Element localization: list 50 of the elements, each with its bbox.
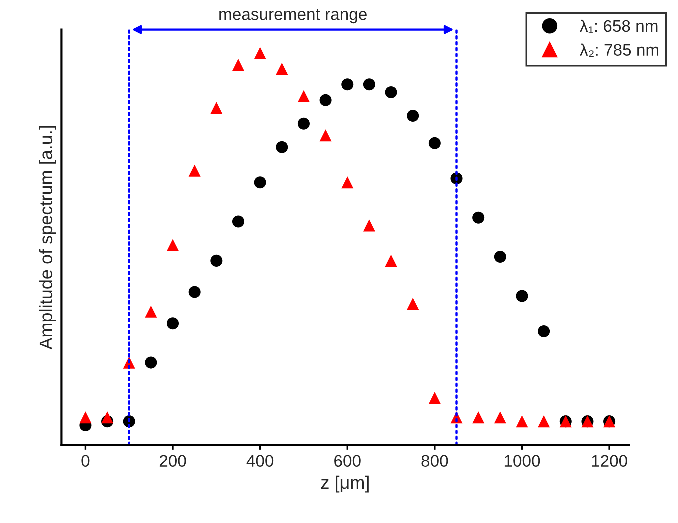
point — [102, 412, 114, 424]
point — [167, 318, 180, 330]
point — [516, 290, 528, 302]
legend-label: λ₁: 658 nm — [580, 20, 658, 34]
point — [407, 110, 420, 122]
text: measurement range — [220, 9, 367, 24]
point — [538, 416, 550, 428]
point — [363, 220, 376, 232]
point — [363, 78, 376, 91]
point — [298, 90, 310, 102]
point — [494, 251, 506, 264]
point — [428, 392, 441, 404]
point — [145, 356, 158, 369]
point — [254, 47, 266, 60]
x-tick-label: 0 — [82, 455, 90, 468]
point — [188, 286, 201, 298]
x-tick-label: 1200 — [592, 455, 628, 468]
point — [385, 86, 398, 99]
point — [188, 164, 201, 177]
point — [407, 298, 420, 310]
x-tick-label: 1000 — [504, 455, 540, 468]
y-axis-title: Amplitude of spectrum [a.u.] — [39, 126, 56, 350]
x-tick-label: 400 — [246, 455, 274, 468]
point — [428, 137, 441, 150]
point — [210, 102, 223, 114]
point — [298, 118, 310, 130]
point — [320, 94, 332, 106]
point — [167, 239, 180, 252]
point — [210, 254, 223, 267]
legend-label: λ₂: 785 nm — [580, 44, 658, 58]
point — [494, 412, 506, 424]
point — [320, 130, 332, 142]
point — [254, 176, 266, 189]
point — [516, 416, 528, 428]
point — [232, 216, 245, 228]
x-tick-label: 600 — [334, 455, 361, 468]
point — [472, 212, 485, 224]
point — [145, 306, 158, 318]
point — [342, 78, 354, 91]
point — [538, 325, 550, 338]
point — [80, 412, 92, 424]
point — [232, 59, 245, 72]
point — [472, 412, 485, 424]
point — [342, 176, 354, 189]
point — [276, 141, 288, 154]
x-axis-title: z [μm] — [321, 476, 369, 493]
point — [385, 254, 398, 267]
point — [276, 62, 288, 75]
x-tick-label: 200 — [160, 455, 186, 468]
x-tick-label: 800 — [422, 455, 448, 468]
